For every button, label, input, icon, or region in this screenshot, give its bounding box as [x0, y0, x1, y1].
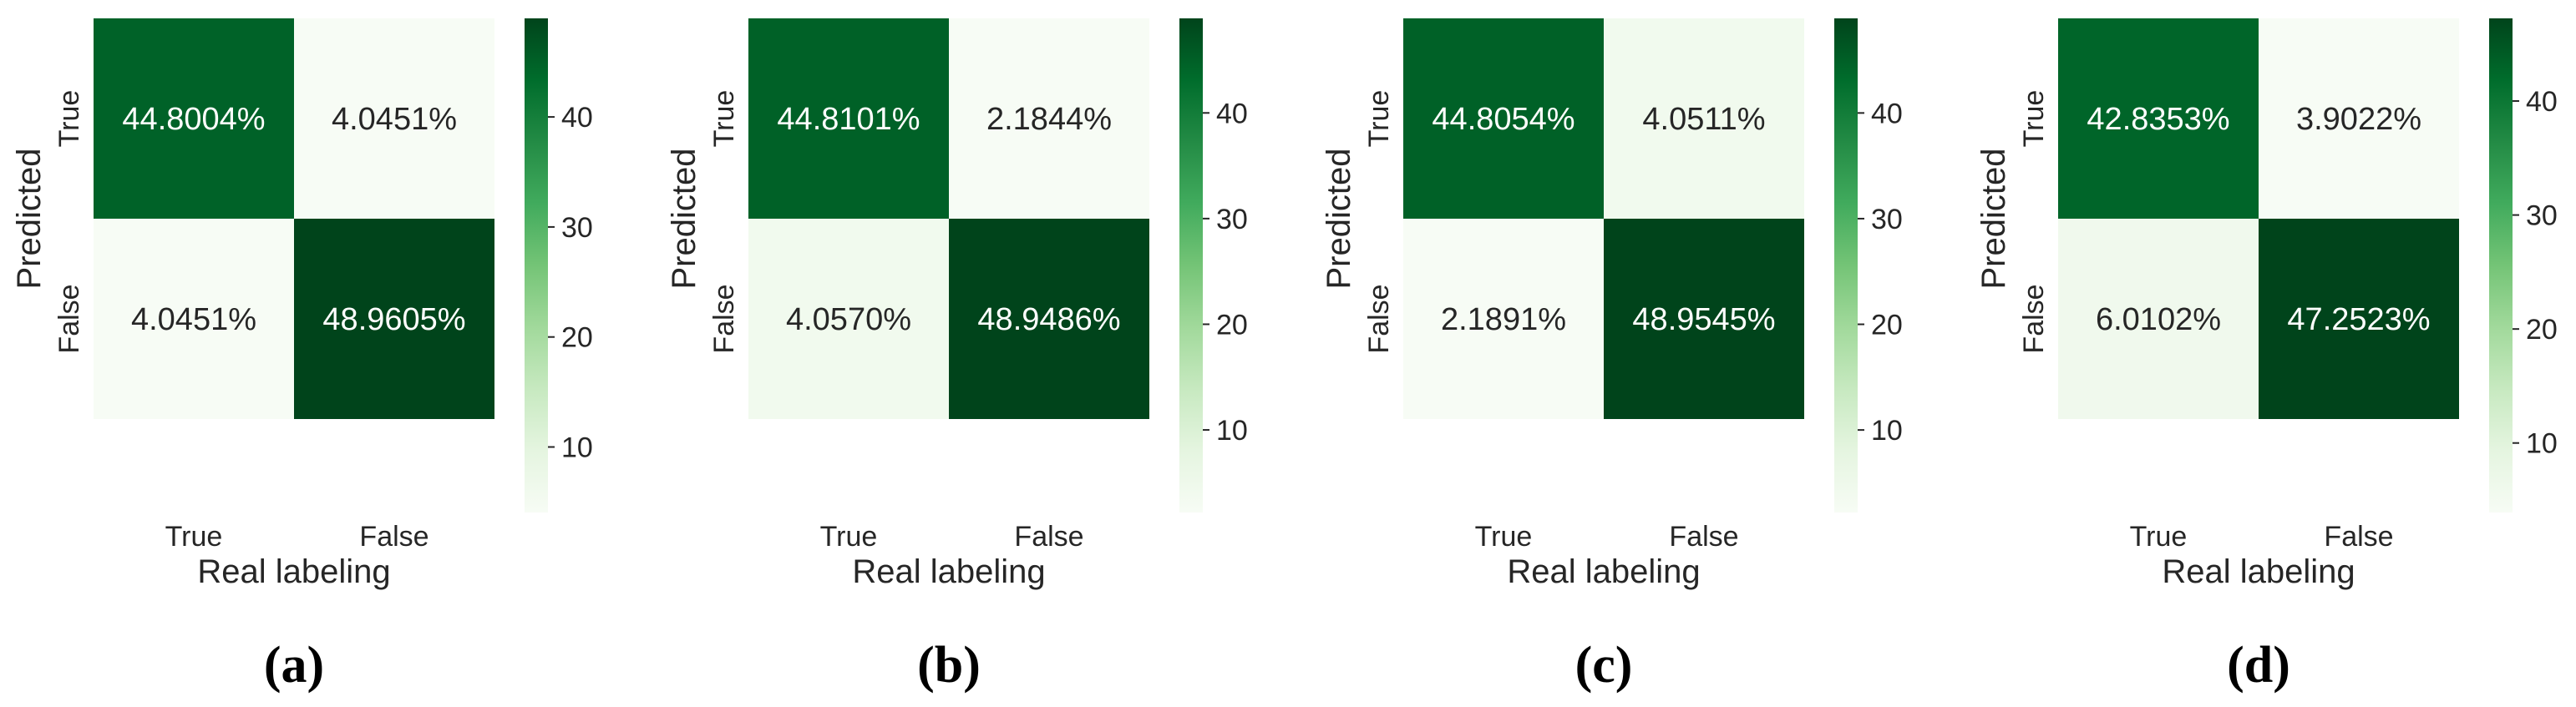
- heatmap-cell-a-r1-c1: [294, 219, 494, 419]
- panel-c: 44.8054% 4.0511%2.1891% 48.9545%True FalseR…: [1321, 18, 1903, 694]
- y-tick-label-c-1: False: [1363, 284, 1395, 353]
- cell-label-c-r1-c1: 48.9545%: [1632, 302, 1775, 337]
- x-tick-label-b-0: True: [820, 521, 878, 553]
- y-tick-label-a-0: True: [53, 90, 85, 148]
- colorbar-tick-label-a-2: 30: [561, 212, 593, 244]
- heatmap-cell-d-r1-c1: [2259, 219, 2459, 419]
- y-tick-label-a-1: False: [53, 284, 85, 353]
- y-axis-label-d: Predicted: [1975, 149, 2012, 290]
- x-axis-label-a: Real labeling: [197, 553, 390, 590]
- subfigure-caption-c: (c): [1575, 637, 1633, 694]
- cell-label-a-r0-c1: 4.0451%: [332, 102, 457, 137]
- subfigure-caption-b: (b): [917, 637, 981, 694]
- x-tick-label-c-0: True: [1475, 521, 1533, 553]
- cell-label-b-r0-c1: 2.1844%: [986, 102, 1112, 137]
- cell-label-b-r0-c0: 44.8101%: [777, 102, 920, 137]
- y-axis-label-b: Predicted: [666, 149, 702, 290]
- colorbar-tick-label-c-3: 40: [1871, 98, 1903, 129]
- panel-b: 44.8101% 2.1844%4.0570% 48.9486%True FalseR…: [666, 18, 1248, 694]
- colorbar-tick-label-d-3: 40: [2526, 86, 2558, 118]
- cell-label-d-r1-c0: 6.0102%: [2096, 302, 2221, 337]
- y-tick-label-c-0: True: [1363, 90, 1395, 148]
- colorbar-tick-label-a-3: 40: [561, 102, 593, 134]
- y-tick-label-d-0: True: [2018, 90, 2050, 148]
- colorbar-tick-label-b-3: 40: [1216, 98, 1248, 129]
- x-axis-label-b: Real labeling: [852, 553, 1045, 590]
- x-axis-label-c: Real labeling: [1507, 553, 1700, 590]
- colorbar-c: [1834, 18, 1858, 513]
- panel-d: 42.8353% 3.9022%6.0102% 47.2523%True FalseR…: [1975, 18, 2558, 694]
- heatmap-cell-a-r0-c0: [94, 18, 294, 219]
- x-tick-label-c-1: False: [1669, 521, 1738, 553]
- cell-label-b-r1-c0: 4.0570%: [786, 302, 911, 337]
- heatmap-cell-a-r1-c0: [94, 219, 294, 419]
- colorbar-tick-label-b-2: 30: [1216, 204, 1248, 235]
- heatmap-cell-b-r0-c0: [748, 18, 949, 219]
- x-axis-label-d: Real labeling: [2162, 553, 2355, 590]
- y-tick-label-b-0: True: [708, 90, 740, 148]
- colorbar-d: [2489, 18, 2513, 513]
- cell-label-d-r0-c0: 42.8353%: [2087, 102, 2229, 137]
- subfigure-caption-a: (a): [264, 637, 324, 694]
- colorbar-a: [525, 18, 548, 513]
- heatmap-cell-b-r1-c0: [748, 219, 949, 419]
- cell-label-d-r0-c1: 3.9022%: [2296, 102, 2421, 137]
- cell-label-c-r0-c1: 4.0511%: [1642, 102, 1765, 137]
- colorbar-tick-label-d-1: 20: [2526, 314, 2558, 346]
- heatmap-cell-b-r1-c1: [949, 219, 1149, 419]
- cell-label-b-r1-c1: 48.9486%: [977, 302, 1120, 337]
- heatmap-cell-c-r0-c1: [1604, 18, 1804, 219]
- colorbar-tick-label-c-2: 30: [1871, 204, 1903, 235]
- heatmap-cell-a-r0-c1: [294, 18, 494, 219]
- colorbar-tick-label-c-0: 10: [1871, 415, 1903, 447]
- heatmap-cell-b-r0-c1: [949, 18, 1149, 219]
- colorbar-tick-label-b-1: 20: [1216, 309, 1248, 341]
- colorbar-tick-label-a-1: 20: [561, 322, 593, 354]
- subfigure-caption-d: (d): [2227, 637, 2290, 694]
- x-tick-label-b-1: False: [1014, 521, 1083, 553]
- x-tick-label-a-1: False: [359, 521, 428, 553]
- colorbar-tick-label-d-0: 10: [2526, 428, 2558, 460]
- colorbar-tick-label-a-0: 10: [561, 432, 593, 464]
- colorbar-tick-label-d-2: 30: [2526, 200, 2558, 232]
- y-axis-label-c: Predicted: [1321, 149, 1357, 290]
- y-tick-label-b-1: False: [708, 284, 740, 353]
- heatmap-cell-c-r0-c0: [1403, 18, 1604, 219]
- y-axis-label-a: Predicted: [11, 149, 48, 290]
- cell-label-a-r1-c0: 4.0451%: [131, 302, 256, 337]
- cell-label-c-r1-c0: 2.1891%: [1441, 302, 1566, 337]
- heatmap-cell-d-r0-c1: [2259, 18, 2459, 219]
- cell-label-c-r0-c0: 44.8054%: [1432, 102, 1575, 137]
- x-tick-label-d-1: False: [2324, 521, 2393, 553]
- heatmap-cell-d-r1-c0: [2058, 219, 2259, 419]
- panel-a: 44.8004% 4.0451%4.0451% 48.9605%True FalseR…: [11, 18, 593, 694]
- colorbar-b: [1179, 18, 1203, 513]
- cell-label-a-r1-c1: 48.9605%: [322, 302, 465, 337]
- y-tick-label-d-1: False: [2018, 284, 2050, 353]
- colorbar-tick-label-c-1: 20: [1871, 310, 1903, 341]
- heatmap-cell-c-r1-c1: [1604, 219, 1804, 419]
- heatmap-cell-c-r1-c0: [1403, 219, 1604, 419]
- cell-label-a-r0-c0: 44.8004%: [122, 102, 265, 137]
- colorbar-tick-label-b-0: 10: [1216, 415, 1248, 447]
- cell-label-d-r1-c1: 47.2523%: [2287, 302, 2430, 337]
- x-tick-label-a-0: True: [165, 521, 223, 553]
- x-tick-label-d-0: True: [2130, 521, 2188, 553]
- heatmap-cell-d-r0-c0: [2058, 18, 2259, 219]
